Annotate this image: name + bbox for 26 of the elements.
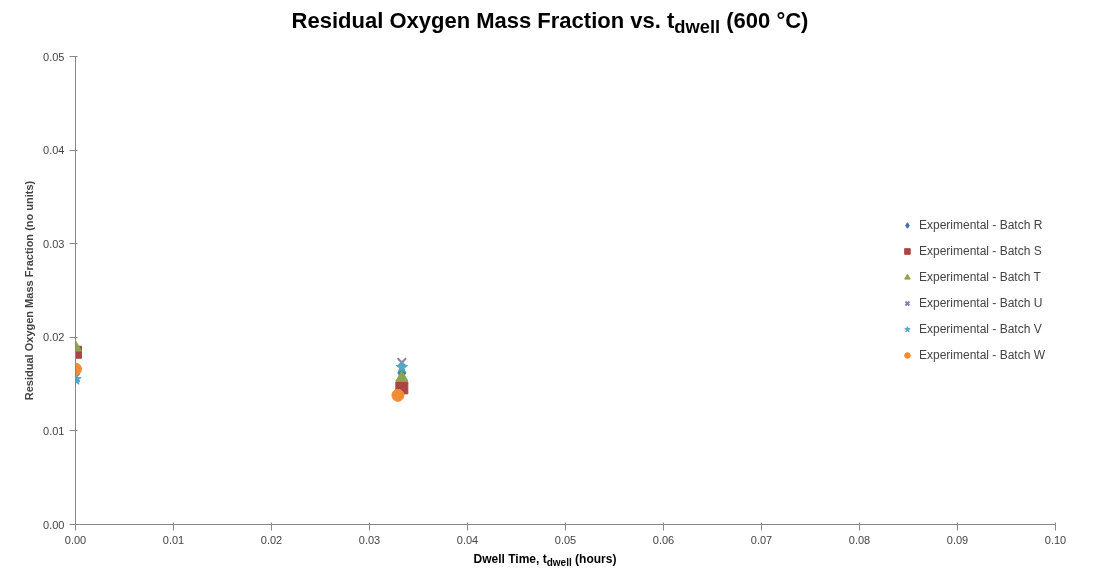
y-axis-title: Residual Oxygen Mass Fraction (no units): [23, 180, 36, 401]
x-tick-label: 0.05: [554, 533, 577, 546]
y-tick-label: 0.05: [43, 50, 65, 63]
legend-label: Experimental - Batch U: [918, 296, 1043, 310]
x-axis-title: Dwell Time, t$_{dwell}$ (hours): [472, 551, 618, 571]
x-tick-label: 0.00: [64, 533, 87, 546]
y-tick-label: 0.01: [43, 424, 65, 437]
x-tick-label: 0.03: [358, 533, 381, 546]
x-tick-label: 0.06: [652, 533, 675, 546]
x-tick-label: 0.09: [946, 533, 969, 546]
x-tick-label: 0.08: [848, 533, 871, 546]
legend-label: Experimental - Batch W: [918, 348, 1045, 362]
x-tick-label: 0.01: [162, 533, 185, 546]
x-tick-label: 0.04: [456, 533, 479, 546]
legend-label: Experimental - Batch R: [918, 218, 1043, 232]
x-tick-label: 0.07: [750, 533, 773, 546]
chart-title: Residual Oxygen Mass Fraction vs. t$_{dwell}$ (600 °C): [290, 7, 810, 40]
legend-label: Experimental - Batch S: [918, 244, 1042, 258]
legend-label: Experimental - Batch V: [918, 322, 1042, 336]
y-tick-label: 0.02: [43, 331, 65, 344]
y-tick-label: 0.03: [43, 237, 65, 250]
legend-label: Experimental - Batch T: [918, 270, 1041, 284]
x-tick-label: 0.10: [1044, 533, 1067, 546]
y-tick-label: 0.04: [43, 144, 65, 157]
x-tick-label: 0.02: [260, 533, 283, 546]
y-tick-label: 0.00: [43, 518, 65, 531]
